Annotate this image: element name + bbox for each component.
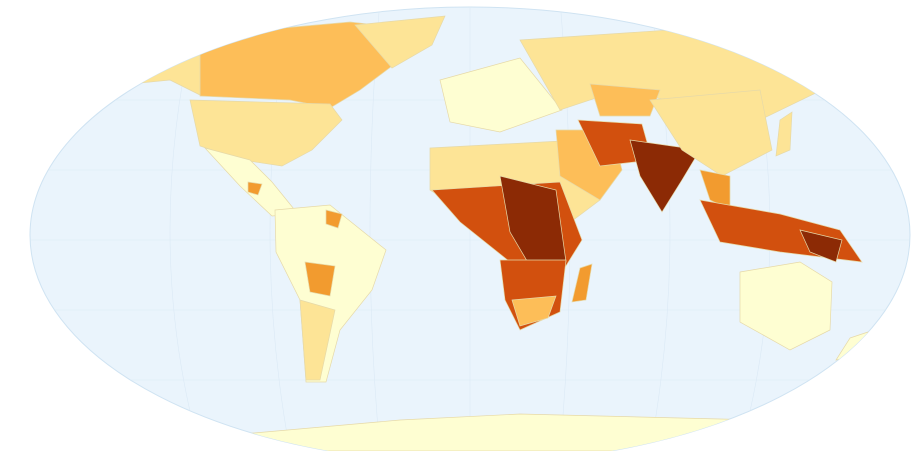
south-africa: [511, 295, 557, 327]
canada: [199, 21, 421, 109]
bolivia: [304, 261, 336, 297]
map-content: [30, 7, 910, 451]
countries: [119, 15, 869, 451]
argentina-chile: [299, 299, 336, 381]
australia: [739, 261, 833, 351]
guatemala: [247, 181, 263, 196]
china: [649, 89, 773, 177]
europe: [439, 57, 563, 133]
central-asia: [589, 83, 661, 117]
papua: [799, 229, 843, 263]
madagascar: [571, 263, 593, 303]
guyana: [325, 209, 343, 229]
japan: [775, 111, 793, 157]
greenland: [354, 15, 446, 69]
